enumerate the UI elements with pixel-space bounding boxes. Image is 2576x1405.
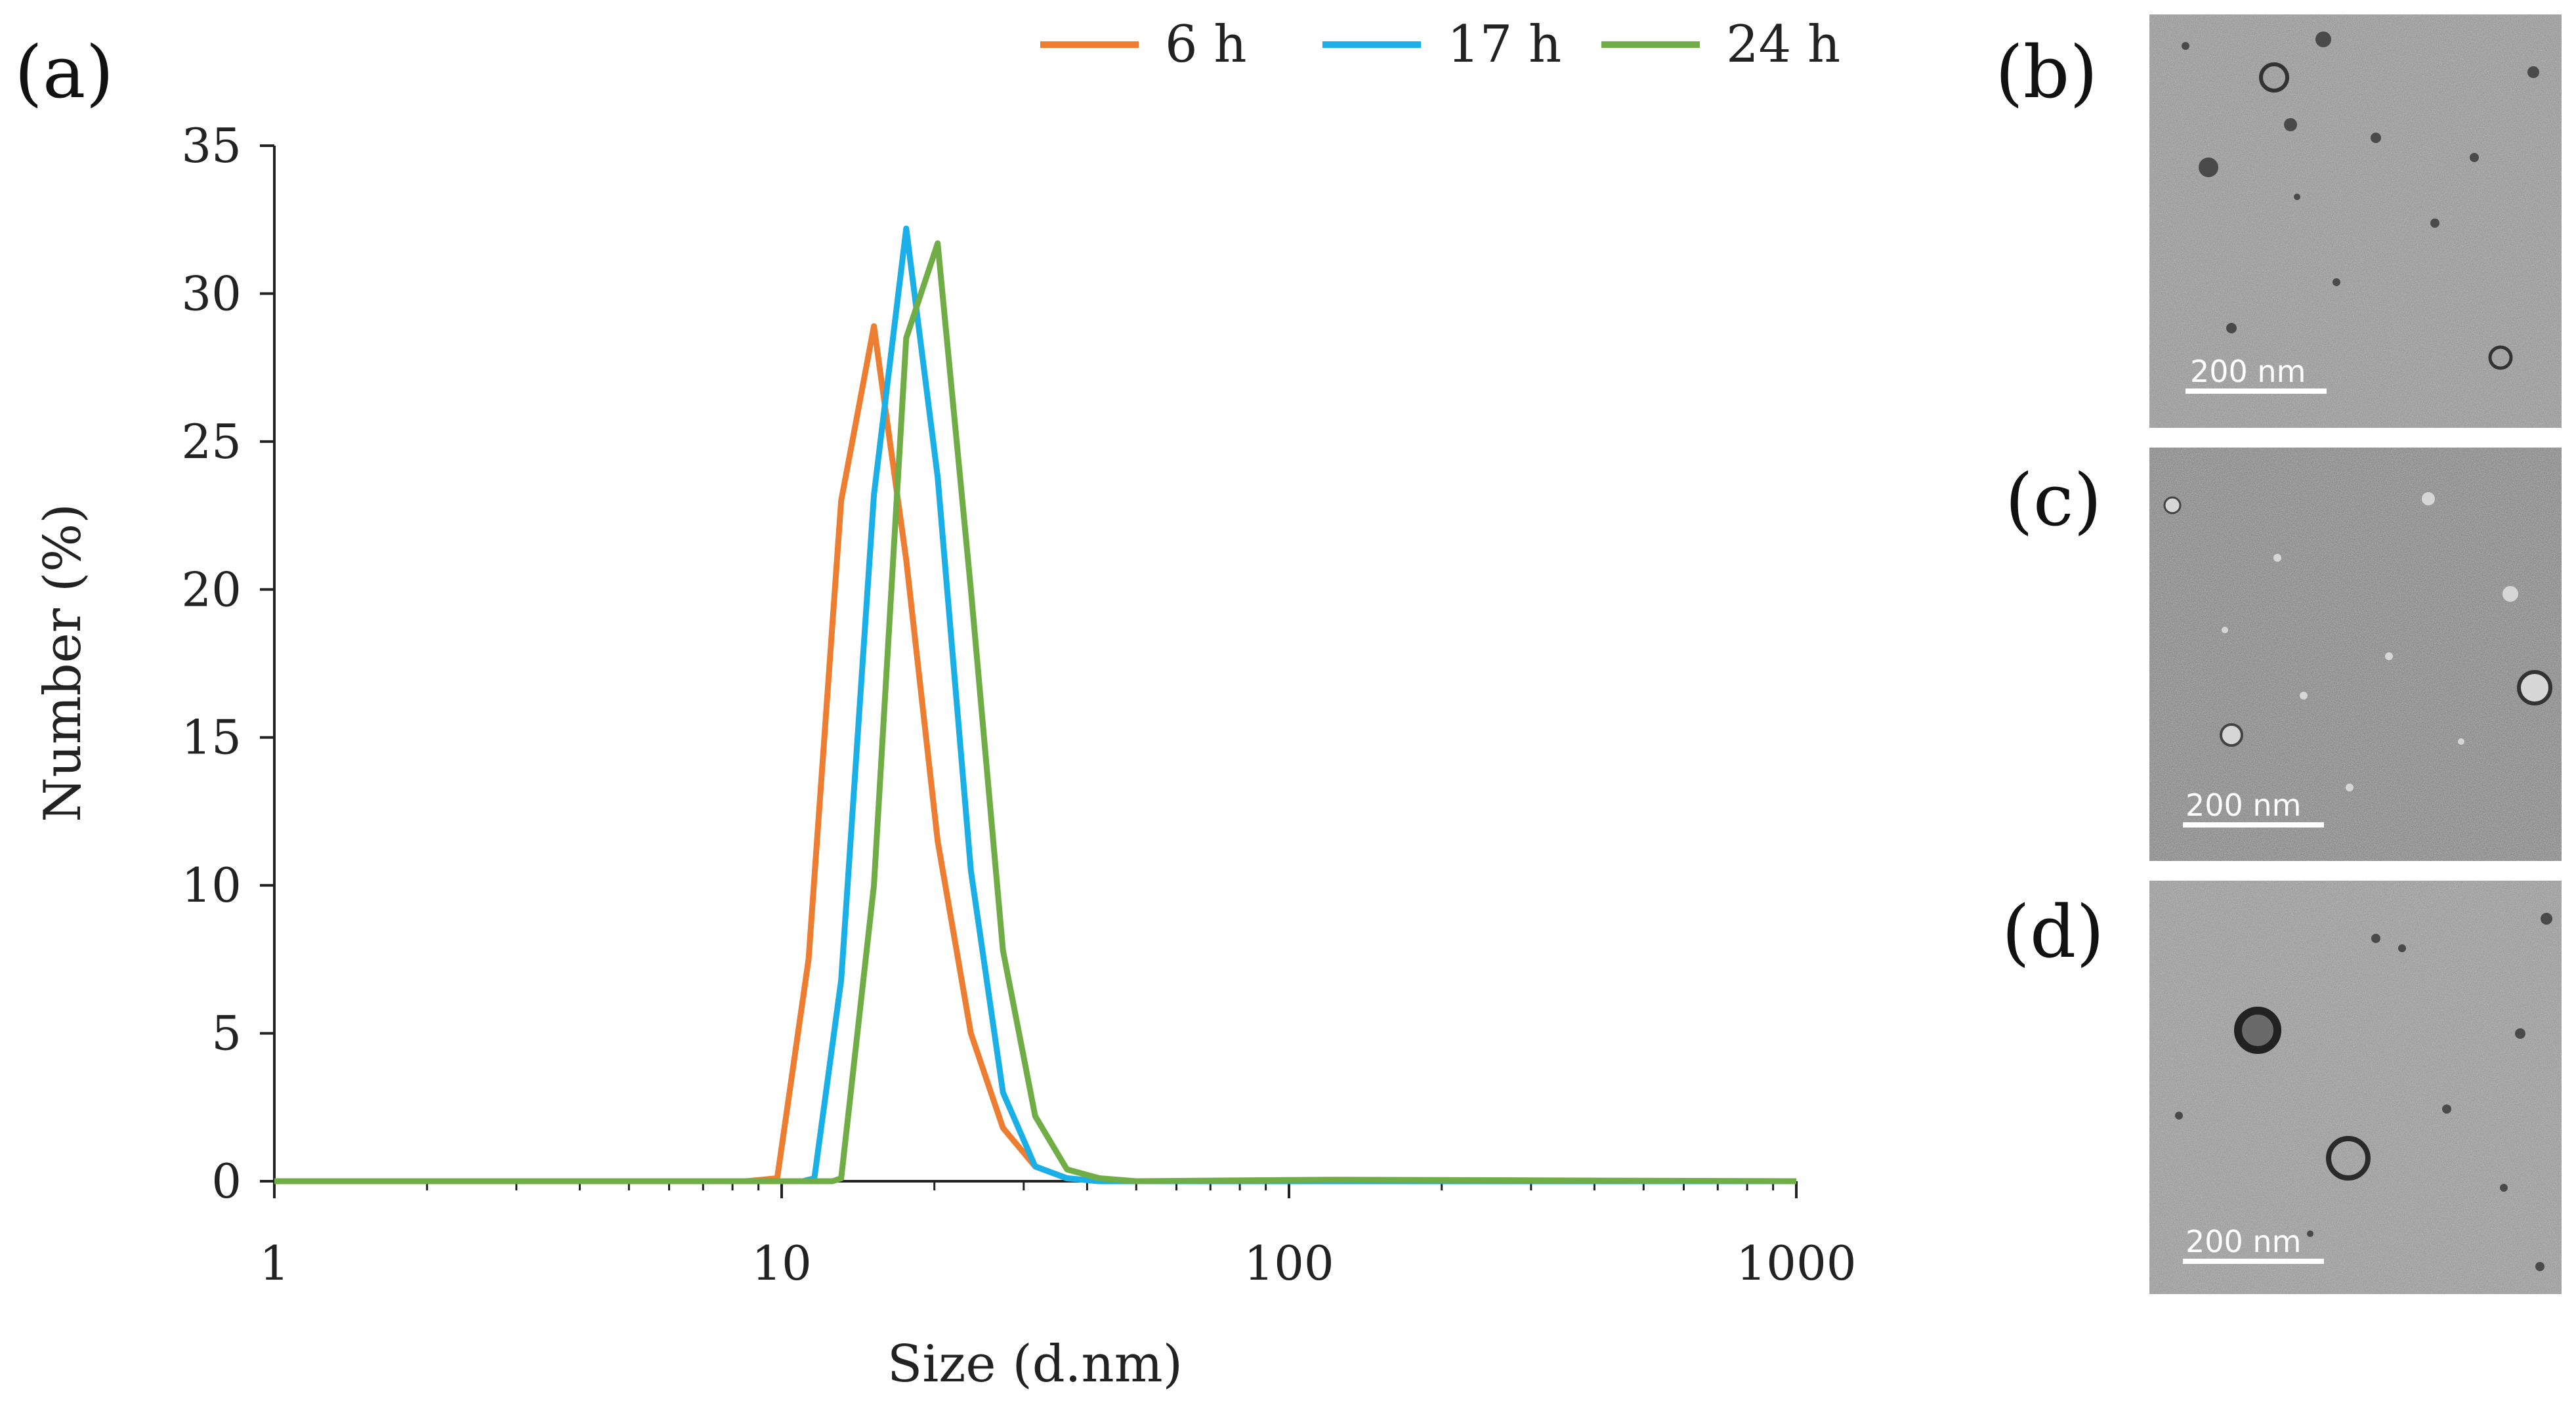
series-line-6h <box>274 323 1796 1185</box>
y-tick-label: 10 <box>181 858 242 913</box>
panel-label-b: (b) <box>1995 30 2098 114</box>
y-tick-label: 0 <box>211 1154 242 1209</box>
micrograph-b-texture <box>2149 14 2562 428</box>
series-lines <box>274 225 1797 1185</box>
micrograph-c-particles <box>2163 492 2552 791</box>
size-distribution-chart: 1 10 100 1000 0 5 10 15 20 25 30 35 Size (d.nm) Nu… <box>33 15 1857 1394</box>
series-line-24h <box>274 240 1797 1185</box>
x-tick-label: 100 <box>1244 1236 1334 1291</box>
micrograph-d-texture <box>2149 881 2562 1294</box>
legend-label: 6 h <box>1165 15 1247 74</box>
panel-label-a: (a) <box>14 30 114 114</box>
y-tick-label: 15 <box>181 710 242 765</box>
y-tick-label: 25 <box>181 414 242 469</box>
legend: 6 h 17 h 24 h <box>1040 15 1840 74</box>
x-tick-label: 1000 <box>1736 1236 1856 1291</box>
x-axis-title: Size (d.nm) <box>887 1335 1183 1394</box>
y-ticks: 0 5 10 15 20 25 30 35 <box>181 118 274 1209</box>
micrograph-c-scale-text: 200 nm <box>2185 787 2301 823</box>
micrograph-d: 200 nm <box>2149 881 2562 1294</box>
y-tick-label: 20 <box>181 562 242 617</box>
legend-label: 24 h <box>1726 15 1840 74</box>
micrograph-d-particles <box>2175 913 2552 1271</box>
x-ticks: 1 10 100 1000 <box>259 1181 1857 1291</box>
micrograph-b: 200 nm <box>2149 14 2562 428</box>
x-tick-label: 1 <box>259 1236 289 1291</box>
micrograph-c: 200 nm <box>2149 448 2562 861</box>
x-tick-label: 10 <box>751 1236 812 1291</box>
micrograph-c-scale-bar <box>2183 822 2324 828</box>
y-tick-label: 35 <box>181 118 242 173</box>
micrograph-b-particles <box>2182 31 2539 370</box>
legend-label: 17 h <box>1447 15 1561 74</box>
y-tick-label: 5 <box>211 1006 242 1061</box>
panel-label-c: (c) <box>2005 458 2101 542</box>
micrograph-b-scale-text: 200 nm <box>2190 354 2306 389</box>
series-line-17h <box>274 225 1796 1185</box>
micrograph-c-texture <box>2149 448 2562 861</box>
micrograph-b-scale-bar <box>2185 388 2327 394</box>
chart-axes <box>273 146 1796 1183</box>
y-tick-label: 30 <box>181 266 242 321</box>
y-axis-title: Number (%) <box>33 503 93 822</box>
micrograph-d-scale-bar <box>2183 1259 2324 1264</box>
panel-label-d: (d) <box>2002 890 2104 974</box>
micrograph-d-scale-text: 200 nm <box>2185 1224 2301 1259</box>
